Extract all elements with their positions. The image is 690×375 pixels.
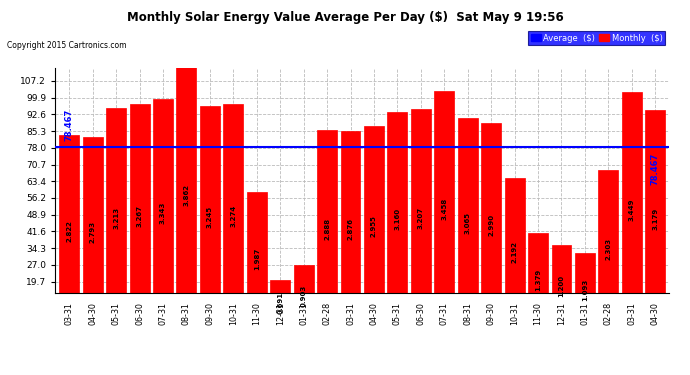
Text: 78.467: 78.467 — [65, 109, 74, 141]
Text: 1.379: 1.379 — [535, 269, 541, 291]
Text: Copyright 2015 Cartronics.com: Copyright 2015 Cartronics.com — [7, 41, 126, 50]
Bar — [598, 170, 618, 327]
Text: 3.179: 3.179 — [652, 208, 658, 230]
Bar — [434, 92, 454, 327]
Bar — [411, 109, 431, 327]
Bar — [153, 99, 173, 327]
Legend: Average  ($), Monthly  ($): Average ($), Monthly ($) — [529, 31, 665, 45]
Bar — [130, 105, 150, 327]
Bar — [504, 178, 524, 327]
Bar — [388, 112, 407, 327]
Bar — [177, 64, 197, 327]
Text: 2.876: 2.876 — [348, 218, 353, 240]
Bar — [83, 137, 103, 327]
Text: 3.343: 3.343 — [160, 202, 166, 224]
Text: 3.160: 3.160 — [395, 208, 400, 230]
Text: 3.065: 3.065 — [465, 211, 471, 234]
Text: 3.267: 3.267 — [137, 205, 143, 227]
Text: 2.822: 2.822 — [66, 220, 72, 242]
Bar — [364, 126, 384, 327]
Text: 3.862: 3.862 — [184, 184, 190, 207]
Bar — [457, 118, 477, 327]
Bar — [200, 106, 220, 327]
Bar — [551, 245, 571, 327]
Text: 3.207: 3.207 — [418, 207, 424, 229]
Bar — [224, 104, 244, 327]
Bar — [341, 131, 360, 327]
Text: 1.200: 1.200 — [558, 275, 564, 297]
Bar — [575, 252, 595, 327]
Bar — [270, 280, 290, 327]
Text: 3.274: 3.274 — [230, 204, 237, 226]
Text: 2.888: 2.888 — [324, 217, 330, 240]
Text: 1.093: 1.093 — [582, 279, 588, 301]
Bar — [645, 111, 665, 327]
Bar — [622, 92, 642, 327]
Text: 3.458: 3.458 — [442, 198, 447, 220]
Text: 2.793: 2.793 — [90, 221, 96, 243]
Text: 1.987: 1.987 — [254, 248, 259, 270]
Text: 2.990: 2.990 — [488, 214, 494, 236]
Bar — [247, 192, 267, 327]
Text: 0.903: 0.903 — [301, 285, 306, 308]
Text: 3.449: 3.449 — [629, 198, 635, 221]
Bar — [481, 123, 501, 327]
Text: 3.245: 3.245 — [207, 206, 213, 228]
Text: Monthly Solar Energy Value Average Per Day ($)  Sat May 9 19:56: Monthly Solar Energy Value Average Per D… — [127, 11, 563, 24]
Text: 3.213: 3.213 — [113, 207, 119, 229]
Bar — [294, 266, 314, 327]
Text: 2.192: 2.192 — [511, 242, 518, 263]
Text: 0.691: 0.691 — [277, 292, 283, 315]
Bar — [528, 233, 548, 327]
Bar — [59, 135, 79, 327]
Bar — [106, 108, 126, 327]
Text: 78.467: 78.467 — [651, 153, 660, 185]
Text: 2.303: 2.303 — [605, 237, 611, 260]
Bar — [317, 130, 337, 327]
Text: 2.955: 2.955 — [371, 215, 377, 237]
